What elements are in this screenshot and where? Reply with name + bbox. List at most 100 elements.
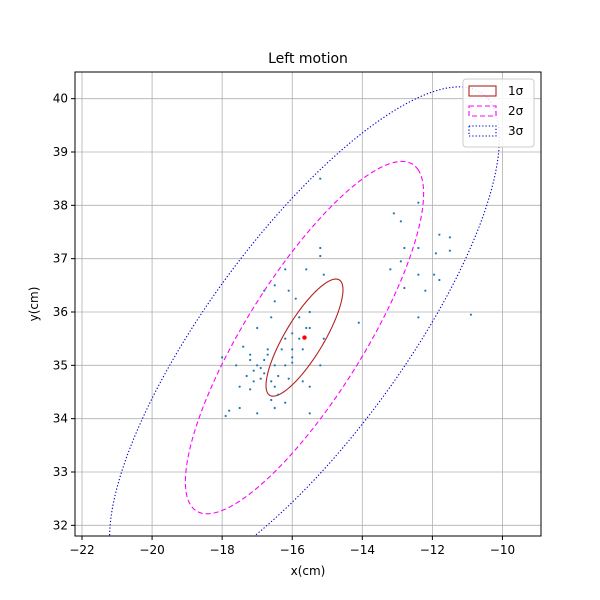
grid [75, 72, 541, 536]
scatter-point [322, 337, 325, 340]
scatter-point [291, 356, 294, 359]
scatter-point [319, 254, 322, 258]
scatter-point [417, 246, 420, 250]
scatter-point [270, 316, 273, 319]
scatter-point [319, 177, 322, 180]
x-tick-label: −22 [69, 543, 94, 557]
scatter-point [284, 364, 287, 367]
scatter-point [319, 364, 322, 367]
scatter-point [256, 326, 259, 330]
legend-swatch-3sigma [468, 125, 497, 137]
scatter-point [469, 313, 473, 316]
scatter-point [291, 348, 294, 351]
scatter-point [399, 260, 402, 263]
scatter-point [424, 289, 427, 292]
scatter-point [305, 268, 308, 271]
legend-label: 3σ [508, 124, 524, 138]
scatter-point [298, 337, 301, 340]
scatter-point [417, 201, 420, 204]
scatter-point [291, 361, 294, 364]
scatter-point [270, 380, 273, 383]
scatter-point [434, 252, 437, 255]
y-tick-label: 36 [53, 305, 68, 319]
scatter-point [259, 366, 262, 370]
scatter-point [284, 268, 287, 271]
scatter-point [263, 372, 266, 375]
scatter-point [249, 358, 252, 362]
y-tick-label: 40 [53, 92, 68, 106]
scatter-point [322, 273, 325, 276]
chart-title: Left motion [268, 51, 348, 67]
scatter-point [256, 364, 259, 367]
legend-label: 1σ [508, 84, 524, 98]
scatter-point [228, 409, 231, 412]
legend-box [462, 78, 535, 148]
x-tick-label: −18 [209, 543, 234, 557]
scatter-point [256, 412, 259, 415]
legend-swatch-1sigma [468, 85, 497, 97]
scatter-point [305, 326, 308, 330]
mean-point [302, 335, 307, 340]
mean-marker-group [302, 335, 307, 340]
y-tick-label: 35 [53, 358, 68, 372]
scatter-point [438, 233, 441, 236]
x-tick-label: −16 [280, 543, 305, 557]
x-tick-label: −20 [139, 543, 164, 557]
scatter-point [298, 316, 301, 319]
scatter-point [417, 273, 420, 276]
scatter-point [221, 356, 224, 359]
legend: 1σ 2σ 3σ [462, 78, 535, 148]
ellipse-3sigma [109, 86, 500, 536]
scatter-point [224, 414, 227, 418]
scatter-point [291, 332, 294, 335]
scatter-point [319, 246, 322, 250]
scatter-point [252, 369, 255, 372]
scatter-point [249, 353, 252, 356]
scatter-point [235, 364, 238, 367]
legend-label: 2σ [508, 104, 524, 118]
scatter-point [266, 353, 269, 356]
scatter-point [417, 316, 420, 319]
plot-area [109, 86, 500, 536]
scatter-point [448, 249, 452, 252]
y-tick-label: 39 [53, 145, 68, 159]
ellipse-1sigma [265, 278, 344, 397]
scatter-point [433, 273, 436, 276]
y-tick-label: 32 [53, 518, 68, 532]
scatter-point [301, 348, 304, 351]
scatter-point [308, 326, 311, 330]
scatter-point [259, 377, 262, 380]
ellipses [109, 86, 500, 536]
scatter-point [287, 377, 290, 380]
scatter-point [287, 289, 290, 292]
scatter-point [263, 289, 266, 292]
y-tick-label: 37 [53, 252, 68, 266]
scatter-point [277, 374, 280, 378]
scatter-point [245, 374, 248, 378]
scatter-point [242, 345, 245, 348]
x-tick-label: −10 [490, 543, 515, 557]
scatter-point [284, 401, 287, 404]
x-axis-label: x(cm) [291, 564, 326, 578]
y-axis-label: y(cm) [27, 287, 41, 322]
y-tick-label: 34 [53, 412, 68, 426]
ellipse-2sigma [184, 160, 425, 515]
scatter-point [448, 236, 452, 239]
plot-frame [74, 71, 542, 537]
scatter-point [308, 310, 311, 314]
y-tick-label: 38 [53, 198, 68, 212]
legend-swatch-2sigma [468, 105, 497, 117]
scatter-point [249, 388, 252, 391]
scatter-point [308, 385, 311, 388]
scatter-point [403, 246, 406, 250]
scatter-point [273, 300, 276, 303]
scatter-point [270, 398, 273, 402]
scatter-point [238, 385, 241, 388]
scatter-point [301, 380, 304, 383]
scatter-point [238, 406, 241, 410]
scatter-point [273, 385, 276, 388]
scatter-point [284, 337, 287, 340]
axis-ticks: −22 −20 −18 −16 −14 −12 −10 32 33 34 35 36 37 38 39 40 [53, 92, 515, 557]
scatter-point [357, 321, 360, 324]
